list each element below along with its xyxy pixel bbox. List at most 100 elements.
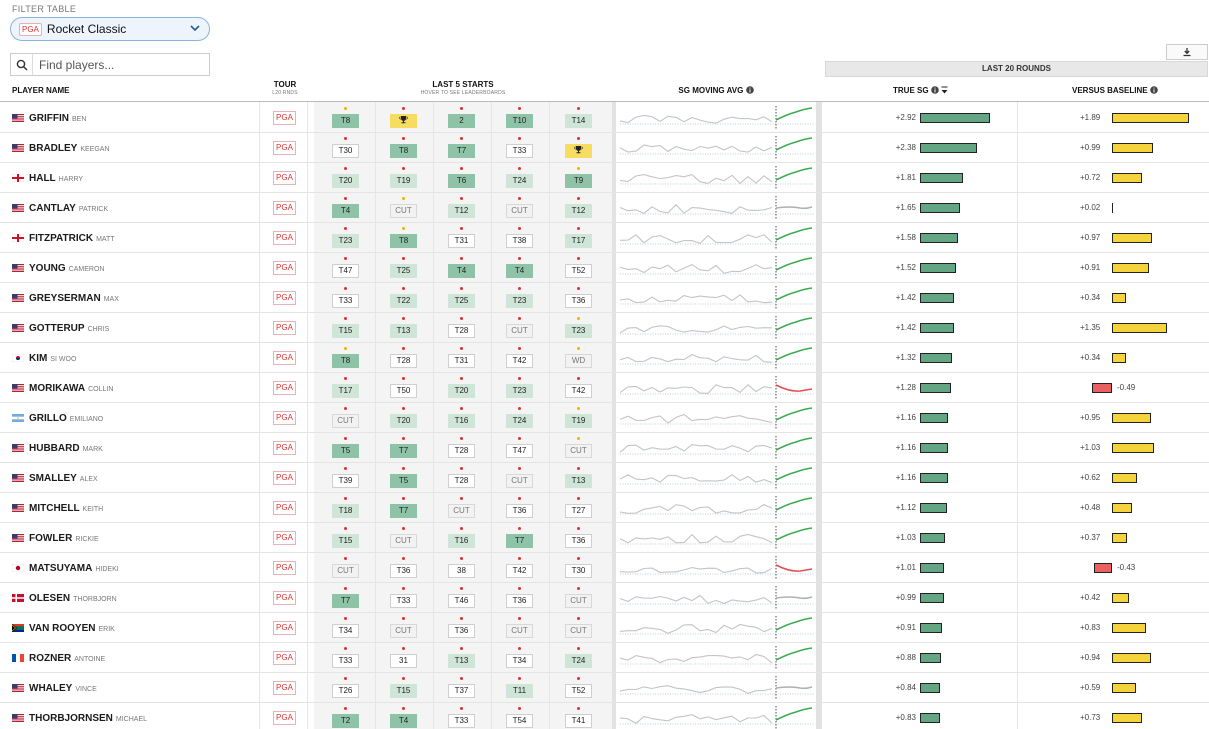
finish-badge[interactable]: T37 [448,684,475,698]
finish-badge[interactable]: T33 [332,654,359,668]
finish-badge[interactable]: CUT [390,534,417,548]
finish-badge[interactable]: T52 [565,264,592,278]
finish-badge[interactable]: T8 [332,114,359,128]
finish-badge[interactable]: T7 [390,444,417,458]
finish-badge[interactable]: T8 [332,354,359,368]
table-row[interactable]: MITCHELL KEITH PGA T18 T7 CUT T36 T27 +1.12 +0.4… [0,493,1209,523]
finish-badge[interactable]: T20 [448,384,475,398]
finish-badge[interactable]: T24 [565,654,592,668]
finish-badge[interactable]: T42 [506,564,533,578]
finish-badge[interactable]: T23 [565,324,592,338]
sg-sparkline[interactable] [620,106,814,130]
finish-badge[interactable]: T34 [332,624,359,638]
player-name[interactable]: GOTTERUP CHRIS [29,323,110,334]
finish-badge[interactable]: T36 [565,534,592,548]
table-row[interactable]: KIM SI WOO PGA T8 T28 T31 T42 WD +1.32 +0.34 [0,343,1209,373]
player-name[interactable]: SMALLEY ALEX [29,473,98,484]
sg-sparkline[interactable] [620,616,814,640]
sg-sparkline[interactable] [620,676,814,700]
finish-badge[interactable]: T47 [332,264,359,278]
finish-badge[interactable]: T36 [390,564,417,578]
finish-badge[interactable]: T54 [506,714,533,728]
table-row[interactable]: FITZPATRICK MATT PGA T23 T8 T31 T38 T17 +1.58 +0… [0,223,1209,253]
table-row[interactable]: CANTLAY PATRICK PGA T4 CUT T12 CUT T12 +1.65 +0.… [0,193,1209,223]
finish-badge[interactable]: T41 [565,714,592,728]
table-row[interactable]: BRADLEY KEEGAN PGA T30 T8 T7 T33 +2.38 +0.99 [0,133,1209,163]
table-row[interactable]: GRIFFIN BEN PGA T8 2 T10 T14 +2.92 +1.89 [0,103,1209,133]
finish-badge[interactable]: T39 [332,474,359,488]
player-name[interactable]: GRILLO EMILIANO [29,413,104,424]
finish-badge[interactable]: T36 [506,504,533,518]
finish-badge[interactable]: T15 [390,684,417,698]
versus-baseline-header[interactable]: VERSUS BASELINE [1072,86,1158,107]
finish-badge[interactable]: T33 [448,714,475,728]
finish-badge[interactable]: T25 [448,294,475,308]
player-name[interactable]: THORBJORNSEN MICHAEL [29,713,148,724]
finish-badge[interactable]: T50 [390,384,417,398]
finish-badge[interactable]: T17 [332,384,359,398]
finish-badge[interactable]: T4 [332,204,359,218]
download-button[interactable] [1166,44,1208,60]
finish-badge[interactable]: T14 [565,114,592,128]
finish-badge[interactable]: T15 [332,534,359,548]
finish-badge[interactable] [390,114,417,128]
finish-badge[interactable]: T4 [506,264,533,278]
finish-badge[interactable]: T36 [506,594,533,608]
finish-badge[interactable]: T22 [390,294,417,308]
sg-sparkline[interactable] [620,256,814,280]
finish-badge[interactable]: CUT [332,414,359,428]
finish-badge[interactable]: T25 [390,264,417,278]
finish-badge[interactable]: T33 [390,594,417,608]
table-row[interactable]: HUBBARD MARK PGA T5 T7 T28 T47 CUT +1.16 +1.03 [0,433,1209,463]
tournament-select[interactable]: PGA Rocket Classic [10,17,210,41]
finish-badge[interactable]: T12 [565,204,592,218]
finish-badge[interactable]: T36 [448,624,475,638]
player-name[interactable]: ROZNER ANTOINE [29,653,106,664]
sg-sparkline[interactable] [620,526,814,550]
sg-sparkline[interactable] [620,436,814,460]
finish-badge[interactable]: T6 [448,174,475,188]
finish-badge[interactable]: T36 [565,294,592,308]
player-name[interactable]: HALL HARRY [29,173,84,184]
finish-badge[interactable]: T7 [332,594,359,608]
finish-badge[interactable]: T34 [506,654,533,668]
player-name[interactable]: GREYSERMAN MAX [29,293,119,304]
finish-badge[interactable]: T28 [448,324,475,338]
player-name-header[interactable]: PLAYER NAME [12,86,70,95]
finish-badge[interactable]: T12 [448,204,475,218]
table-row[interactable]: THORBJORNSEN MICHAEL PGA T2 T4 T33 T54 T41 +0.8… [0,703,1209,729]
finish-badge[interactable]: T23 [506,384,533,398]
tour-header[interactable]: TOUR L20 RNDS [272,80,298,96]
sort-desc-icon[interactable] [941,86,948,94]
finish-badge[interactable]: CUT [506,474,533,488]
finish-badge[interactable]: T27 [565,504,592,518]
table-row[interactable]: GRILLO EMILIANO PGA CUT T20 T16 T24 T19 +1.16 +0… [0,403,1209,433]
finish-badge[interactable]: CUT [565,444,592,458]
finish-badge[interactable]: CUT [565,594,592,608]
finish-badge[interactable]: CUT [390,624,417,638]
finish-badge[interactable]: T8 [390,234,417,248]
sg-sparkline[interactable] [620,586,814,610]
finish-badge[interactable]: T23 [332,234,359,248]
finish-badge[interactable]: T18 [332,504,359,518]
finish-badge[interactable]: T19 [565,414,592,428]
finish-badge[interactable]: T13 [565,474,592,488]
finish-badge[interactable]: T16 [448,534,475,548]
player-name[interactable]: HUBBARD MARK [29,443,103,454]
sg-sparkline[interactable] [620,136,814,160]
sg-sparkline[interactable] [620,706,814,729]
finish-badge[interactable]: T28 [390,354,417,368]
table-row[interactable]: FOWLER RICKIE PGA T15 CUT T16 T7 T36 +1.03 +0.37 [0,523,1209,553]
table-row[interactable]: GOTTERUP CHRIS PGA T15 T13 T28 CUT T23 +1.42 +1.… [0,313,1209,343]
sg-sparkline[interactable] [620,406,814,430]
finish-badge[interactable]: T20 [332,174,359,188]
sg-sparkline[interactable] [620,316,814,340]
finish-badge[interactable]: T17 [565,234,592,248]
finish-badge[interactable]: T31 [448,354,475,368]
sg-sparkline[interactable] [620,286,814,310]
finish-badge[interactable]: WD [565,354,592,368]
finish-badge[interactable]: 2 [448,114,475,128]
sg-sparkline[interactable] [620,226,814,250]
table-row[interactable]: VAN ROOYEN ERIK PGA T34 CUT T36 CUT CUT +0.91 +0… [0,613,1209,643]
player-name[interactable]: KIM SI WOO [29,353,77,364]
